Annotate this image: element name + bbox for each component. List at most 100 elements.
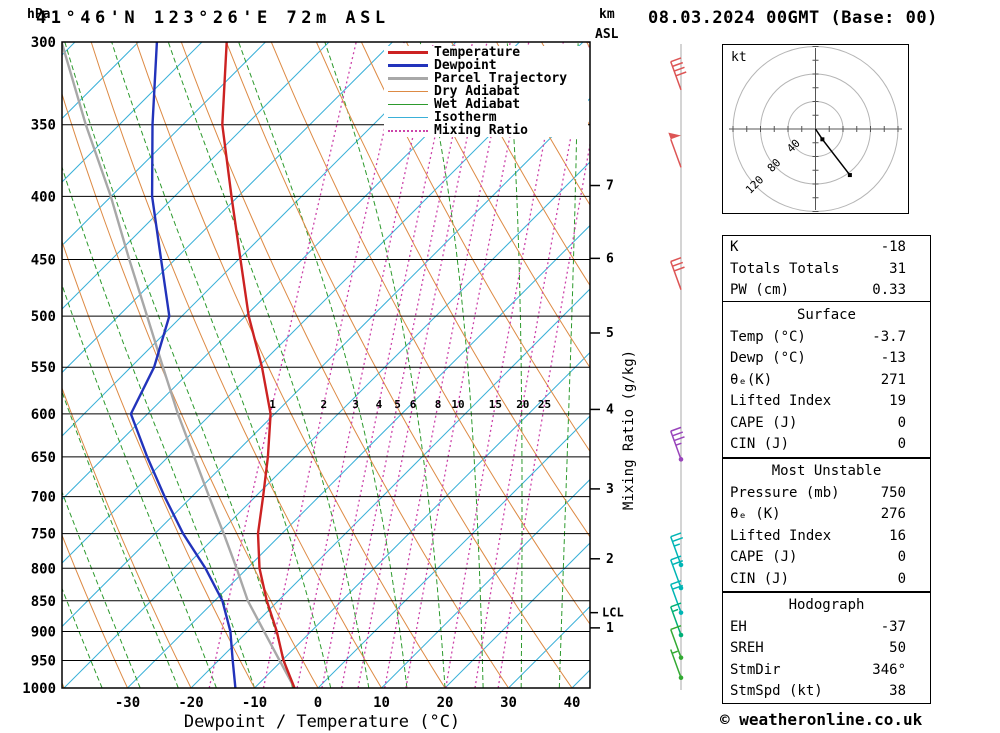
stat-value: 0.33 bbox=[872, 282, 906, 298]
dewpoint-line-sample bbox=[388, 64, 428, 67]
stat-value: 0 bbox=[897, 570, 906, 587]
wind-barbs bbox=[668, 57, 687, 681]
stat-row: Dewp (°C) -13 bbox=[723, 348, 930, 370]
stat-value: -13 bbox=[880, 350, 906, 366]
stat-row: θₑ(K) 271 bbox=[723, 370, 930, 392]
hodograph-unit-label: kt bbox=[731, 50, 747, 65]
svg-text:25: 25 bbox=[538, 398, 551, 411]
wind-barb bbox=[670, 426, 685, 462]
chart-legend: Temperature Dewpoint Parcel Trajectory D… bbox=[384, 46, 588, 137]
stat-row: Lifted Index 16 bbox=[723, 526, 930, 548]
stat-label: CAPE (J) bbox=[730, 414, 798, 431]
svg-text:2: 2 bbox=[321, 398, 328, 411]
svg-text:4: 4 bbox=[606, 402, 614, 417]
svg-text:5: 5 bbox=[606, 326, 614, 341]
svg-text:10: 10 bbox=[451, 398, 464, 411]
svg-text:750: 750 bbox=[31, 527, 56, 543]
copyright: © weatheronline.co.uk bbox=[720, 710, 923, 729]
svg-text:4: 4 bbox=[376, 398, 383, 411]
legend-item-temperature: Temperature bbox=[388, 46, 588, 59]
temperature-axis-label: Dewpoint / Temperature (°C) bbox=[183, 712, 461, 732]
svg-text:950: 950 bbox=[31, 653, 56, 669]
stat-value: 750 bbox=[880, 484, 906, 501]
indices-table: K -18 Totals Totals 31 PW (cm) 0.33 bbox=[722, 235, 931, 302]
datetime-title: 08.03.2024 00GMT (Base: 00) bbox=[648, 8, 938, 28]
stat-value: -18 bbox=[880, 239, 906, 255]
stat-row: SREH 50 bbox=[723, 638, 930, 660]
svg-text:7: 7 bbox=[606, 179, 614, 194]
stat-value: 0 bbox=[897, 549, 906, 565]
svg-text:900: 900 bbox=[31, 624, 56, 640]
isotherm-lines bbox=[62, 42, 590, 688]
hodograph-panel bbox=[722, 44, 909, 214]
svg-text:850: 850 bbox=[31, 594, 56, 610]
temperature-tick-labels: -30 -20 -10 0 10 20 30 40 bbox=[115, 695, 581, 711]
stat-label: Lifted Index bbox=[730, 393, 832, 409]
stat-row: K -18 bbox=[723, 237, 930, 259]
svg-text:300: 300 bbox=[31, 35, 56, 51]
svg-text:15: 15 bbox=[489, 398, 502, 411]
mixing-ratio-line-sample bbox=[388, 129, 428, 132]
dewpoint-curve bbox=[129, 42, 237, 688]
svg-text:550: 550 bbox=[31, 360, 56, 376]
wind-barb bbox=[670, 579, 684, 615]
legend-label: Wet Adiabat bbox=[434, 97, 521, 112]
hodograph-ring-label: 40 bbox=[784, 137, 803, 156]
surface-table: Surface Temp (°C) -3.7 Dewp (°C) -13 θₑ(K)… bbox=[722, 301, 931, 458]
height-axis-unit-km: km bbox=[599, 7, 615, 22]
pressure-tick-labels: 300 350 400 450 500 550 600 650 700 750 800 850 900 9… bbox=[22, 35, 56, 697]
stat-value: 50 bbox=[889, 640, 906, 656]
svg-text:-10: -10 bbox=[242, 695, 267, 711]
legend-label: Dry Adiabat bbox=[434, 84, 521, 99]
stat-row: PW (cm) 0.33 bbox=[723, 280, 930, 302]
stat-label: CIN (J) bbox=[730, 570, 790, 587]
stat-label: EH bbox=[730, 618, 747, 635]
svg-text:350: 350 bbox=[31, 118, 56, 134]
stat-value: 0 bbox=[897, 414, 906, 431]
stat-row: Temp (°C) -3.7 bbox=[723, 327, 930, 349]
hodograph-stats-table: Hodograph EH -37 SREH 50 StmDir 346° StmSpd… bbox=[722, 592, 931, 704]
legend-item-mixing-ratio: Mixing Ratio bbox=[388, 124, 588, 137]
svg-text:30: 30 bbox=[500, 695, 517, 711]
stat-row: θₑ (K) 276 bbox=[723, 504, 930, 526]
most-unstable-table: Most Unstable Pressure (mb) 750 θₑ (K) 276… bbox=[722, 458, 931, 592]
stat-row: Totals Totals 31 bbox=[723, 259, 930, 281]
stat-label: Lifted Index bbox=[730, 527, 832, 544]
svg-text:2: 2 bbox=[606, 552, 614, 567]
pressure-gridlines bbox=[62, 42, 590, 688]
hodograph-trace-marker bbox=[820, 137, 825, 142]
svg-text:20: 20 bbox=[437, 695, 454, 711]
stat-label: θₑ(K) bbox=[730, 371, 773, 388]
svg-text:600: 600 bbox=[31, 407, 56, 423]
plot-border bbox=[61, 41, 591, 689]
svg-text:1000: 1000 bbox=[22, 681, 56, 697]
stat-label: Dewp (°C) bbox=[730, 350, 806, 366]
wind-barb bbox=[670, 602, 684, 638]
svg-text:6: 6 bbox=[606, 251, 614, 266]
stat-value: -37 bbox=[880, 618, 906, 635]
legend-item-isotherm: Isotherm bbox=[388, 111, 588, 124]
legend-item-parcel: Parcel Trajectory bbox=[388, 72, 588, 85]
hodograph-table-title: Hodograph bbox=[788, 597, 865, 613]
svg-text:10: 10 bbox=[373, 695, 390, 711]
legend-label: Parcel Trajectory bbox=[434, 71, 568, 86]
stat-value: 16 bbox=[889, 527, 906, 544]
stat-row: EH -37 bbox=[723, 617, 930, 639]
legend-label: Temperature bbox=[434, 45, 521, 60]
station-title: 41°46'N 123°26'E 72m ASL bbox=[36, 8, 390, 28]
sounding-curves bbox=[62, 42, 296, 688]
stat-row: CIN (J) 0 bbox=[723, 569, 930, 591]
isotherm-line-sample bbox=[388, 117, 428, 118]
legend-label: Dewpoint bbox=[434, 58, 497, 73]
svg-text:400: 400 bbox=[31, 189, 56, 205]
stat-label: Temp (°C) bbox=[730, 328, 806, 345]
legend-label: Mixing Ratio bbox=[434, 123, 528, 138]
stat-value: 271 bbox=[880, 371, 906, 388]
svg-text:800: 800 bbox=[31, 561, 56, 577]
stat-row: Pressure (mb) 750 bbox=[723, 483, 930, 505]
stat-value: 38 bbox=[889, 683, 906, 699]
svg-text:3: 3 bbox=[606, 482, 614, 497]
hodograph-trace bbox=[814, 128, 851, 176]
